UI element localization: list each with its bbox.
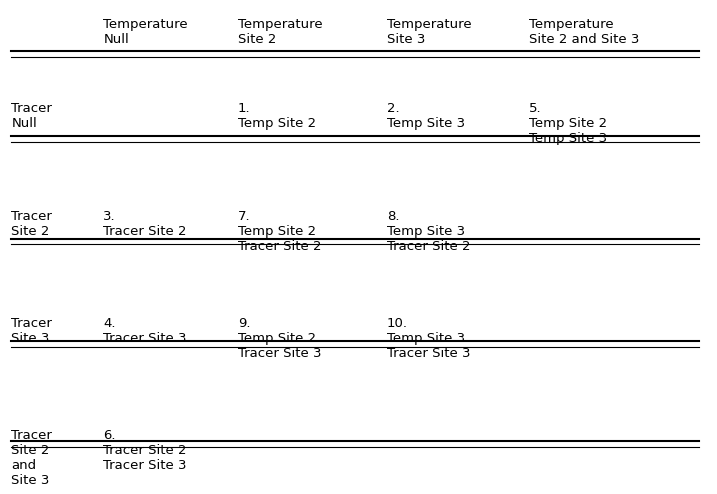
Text: 5.
Temp Site 2
Temp Site 3: 5. Temp Site 2 Temp Site 3 — [528, 102, 607, 145]
Text: 3.
Tracer Site 2: 3. Tracer Site 2 — [103, 209, 187, 238]
Text: Temperature
Site 2 and Site 3: Temperature Site 2 and Site 3 — [528, 18, 639, 45]
Text: Temperature
Site 2: Temperature Site 2 — [238, 18, 323, 45]
Text: Temperature
Site 3: Temperature Site 3 — [387, 18, 472, 45]
Text: Tracer
Site 2: Tracer Site 2 — [11, 209, 52, 238]
Text: 9.
Temp Site 2
Tracer Site 3: 9. Temp Site 2 Tracer Site 3 — [238, 317, 321, 360]
Text: 10.
Temp Site 3
Tracer Site 3: 10. Temp Site 3 Tracer Site 3 — [387, 317, 470, 360]
Text: 6.
Tracer Site 2
Tracer Site 3: 6. Tracer Site 2 Tracer Site 3 — [103, 428, 187, 471]
Text: 1.
Temp Site 2: 1. Temp Site 2 — [238, 102, 316, 130]
Text: 7.
Temp Site 2
Tracer Site 2: 7. Temp Site 2 Tracer Site 2 — [238, 209, 321, 252]
Text: Tracer
Site 3: Tracer Site 3 — [11, 317, 52, 345]
Text: Temperature
Null: Temperature Null — [103, 18, 188, 45]
Text: Tracer
Site 2
and
Site 3: Tracer Site 2 and Site 3 — [11, 428, 52, 487]
Text: 4.
Tracer Site 3: 4. Tracer Site 3 — [103, 317, 187, 345]
Text: 8.
Temp Site 3
Tracer Site 2: 8. Temp Site 3 Tracer Site 2 — [387, 209, 470, 252]
Text: Tracer
Null: Tracer Null — [11, 102, 52, 130]
Text: 2.
Temp Site 3: 2. Temp Site 3 — [387, 102, 465, 130]
